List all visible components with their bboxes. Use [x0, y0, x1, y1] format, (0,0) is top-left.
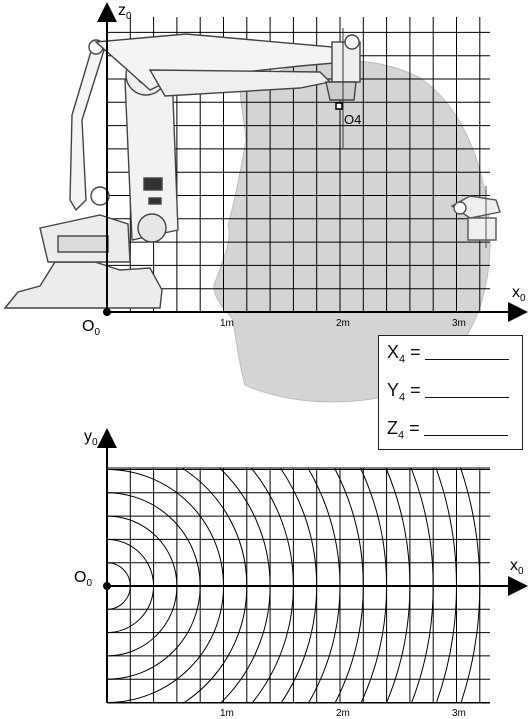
y-axis-label: y0: [84, 428, 98, 448]
robot-parallel-link: [69, 47, 105, 212]
answer-x4-blank[interactable]: [424, 359, 509, 360]
answer-y4-var: Y: [387, 380, 400, 400]
answer-x4-sub: 4: [399, 353, 406, 366]
bottom-tick-3m: 3m: [452, 708, 466, 719]
robot-column-label: [148, 197, 162, 205]
point-o4-label: O4: [344, 112, 361, 127]
answer-x4-eq: =: [410, 342, 421, 362]
workspace-region: [213, 60, 491, 403]
robot-lower-joint: [137, 213, 167, 243]
robot-base: [3, 261, 163, 309]
answer-z4-eq: =: [409, 418, 420, 438]
robot-base-detail: [57, 235, 109, 253]
bottom-x-axis-label: x0: [510, 557, 524, 577]
bottom-tick-2m: 2m: [336, 708, 350, 719]
z-axis-label: z0: [118, 2, 132, 22]
top-tick-2m: 2m: [336, 318, 350, 329]
top-tick-1m: 1m: [220, 318, 234, 329]
answer-x4-var: X: [387, 342, 400, 362]
side-view-diagram: O4 z0 x0 O0 1m 2m 3m: [3, 2, 528, 403]
answer-y4: Y4 =: [387, 380, 509, 404]
robot-forearm: [148, 69, 332, 97]
top-view-diagram: y0 x0 O0 1m 2m 3m: [74, 428, 528, 719]
robot-link-joint-bottom: [90, 186, 110, 206]
answer-z4-blank[interactable]: [423, 435, 508, 436]
bottom-tick-1m: 1m: [220, 708, 234, 719]
answer-y4-sub: 4: [399, 391, 406, 404]
answer-z4: Z4 =: [387, 418, 508, 442]
robot-reach-pose: [450, 186, 501, 248]
top-x-axis-label: x0: [512, 284, 526, 304]
robot-wrist-joint: [344, 34, 360, 50]
bottom-origin-point: [103, 582, 111, 590]
answer-z4-sub: 4: [398, 429, 405, 442]
robot-arm-illustration: [3, 28, 501, 309]
robot-gripper: [325, 81, 357, 101]
answer-y4-eq: =: [410, 380, 421, 400]
point-o4-marker: [335, 102, 343, 110]
bottom-origin-label: O0: [74, 569, 92, 589]
robot-column-panel: [143, 177, 163, 191]
answer-x4: X4 =: [387, 342, 509, 366]
answer-y4-blank[interactable]: [424, 397, 509, 398]
top-origin-point: [103, 308, 111, 316]
top-origin-label: O0: [82, 318, 100, 338]
answer-box: X4 = Y4 = Z4 =: [378, 335, 523, 450]
answer-z4-var: Z: [387, 418, 398, 438]
top-tick-3m: 3m: [452, 318, 466, 329]
